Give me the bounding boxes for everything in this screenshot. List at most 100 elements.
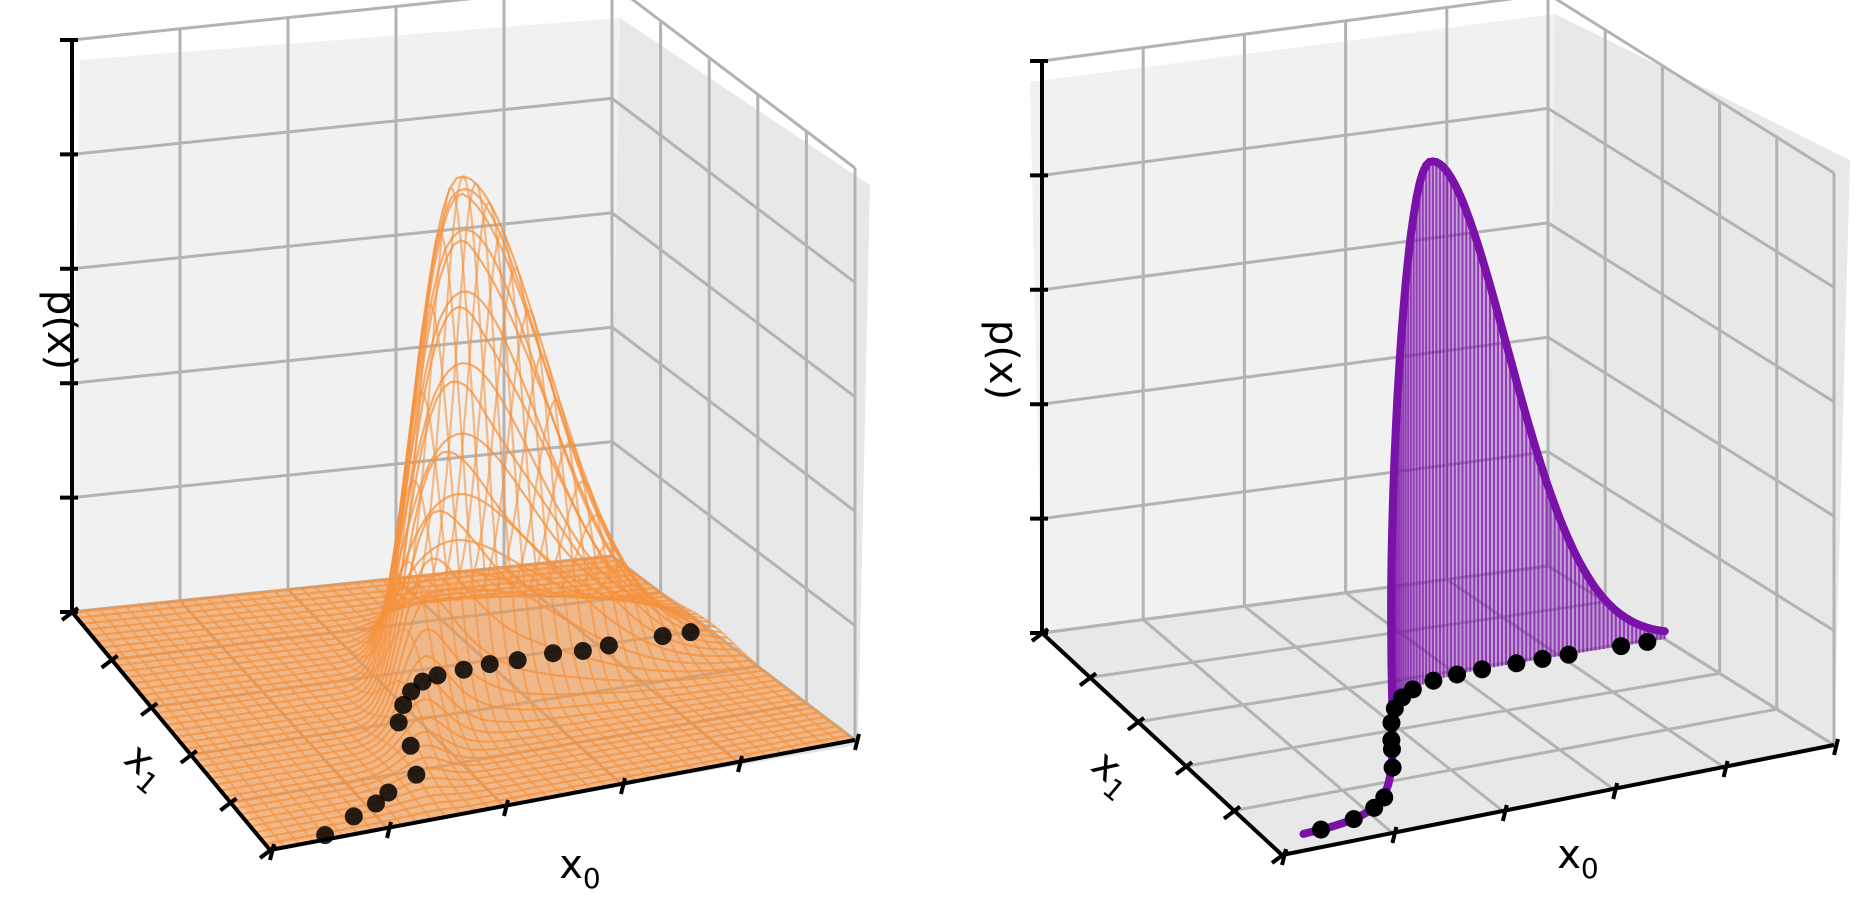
surface-line — [246, 593, 461, 815]
surface-plot-panel: p(x) x1 x0 — [38, 0, 870, 895]
surface-line — [165, 601, 374, 832]
surface-line — [125, 605, 330, 840]
data-point — [366, 794, 385, 813]
x1-tick — [100, 653, 119, 670]
data-point — [413, 672, 432, 691]
grid-line — [1547, 450, 1835, 632]
grid-line — [1243, 605, 1504, 813]
data-point — [1638, 632, 1657, 651]
data-point — [428, 666, 447, 685]
z-axis-label: p(x) — [980, 320, 1026, 400]
x1-tick — [60, 606, 80, 622]
x0-axis-line — [269, 738, 856, 852]
x0-tick — [619, 777, 627, 795]
data-point — [1403, 680, 1422, 699]
surface-line — [543, 562, 783, 755]
data-point — [1473, 660, 1492, 679]
surface-line — [260, 591, 476, 813]
surface-line — [206, 597, 418, 823]
surface-line — [422, 267, 652, 780]
x1-axis-line — [70, 610, 272, 852]
data-point — [1533, 649, 1552, 668]
surface-line — [584, 557, 827, 747]
surface-line — [314, 390, 535, 802]
grid-line — [1041, 0, 1515, 63]
surface-line — [98, 608, 301, 846]
surface-line — [179, 600, 388, 829]
data-point — [389, 713, 408, 732]
surface-line — [381, 182, 608, 788]
grid-line — [1142, 618, 1394, 835]
data-point — [1375, 788, 1394, 807]
x1-tick — [1078, 671, 1098, 688]
x0-tick — [385, 821, 393, 839]
data-point — [1383, 758, 1402, 777]
data-point — [1559, 645, 1578, 664]
grid-line — [1041, 221, 1549, 292]
x1-axis-line — [1040, 631, 1284, 857]
surface-line — [408, 229, 637, 783]
surface-line — [368, 174, 593, 791]
x1-tick — [1174, 760, 1194, 776]
data-point — [1382, 713, 1401, 732]
x0-tick — [1500, 804, 1509, 822]
x0-tick — [853, 733, 861, 751]
x1-tick — [1030, 627, 1050, 643]
surface-line — [219, 595, 432, 820]
data-point — [1312, 820, 1331, 839]
back-pane — [70, 18, 620, 610]
x1-tick — [219, 796, 238, 813]
grid-line — [611, 97, 856, 284]
y-axis-label: x1 — [1083, 741, 1132, 808]
data-point — [599, 636, 618, 655]
grid-line — [1547, 335, 1835, 518]
grid-line — [1041, 106, 1549, 177]
x0-tick — [1390, 826, 1399, 844]
surface-line — [597, 556, 842, 744]
x0-tick — [1721, 760, 1730, 778]
surface-line — [611, 555, 856, 741]
y-axis-label: x1 — [111, 734, 177, 801]
grid-line — [1547, 221, 1835, 404]
surface-line — [233, 594, 447, 817]
svg-text:x1: x1 — [111, 734, 177, 801]
data-point — [379, 783, 398, 802]
grid-line — [71, 96, 613, 156]
surface-line — [152, 602, 359, 835]
surface-line — [138, 604, 344, 837]
surface-line — [84, 609, 286, 848]
z-axis-label: p(x) — [38, 290, 84, 370]
grid-line — [1041, 564, 1549, 635]
data-points — [1312, 632, 1657, 839]
data-point — [1447, 665, 1466, 684]
grid-line — [1185, 671, 1720, 768]
grid-line — [611, 211, 856, 398]
x1-tick — [1126, 716, 1146, 732]
grid-line — [1089, 600, 1606, 679]
side-pane — [1548, 14, 1850, 745]
grid-line — [71, 211, 613, 271]
data-point — [1612, 637, 1631, 656]
grid-line — [1554, 0, 1835, 175]
data-point — [1344, 810, 1363, 829]
grid-line — [71, 0, 473, 42]
surface-line — [273, 590, 491, 810]
x0-tick — [1611, 782, 1620, 800]
grid-line — [1233, 707, 1778, 813]
data-point — [508, 651, 527, 670]
surface-line — [530, 563, 768, 758]
surface-line — [395, 200, 622, 785]
x0-tick — [1832, 738, 1840, 756]
axes — [1030, 59, 1840, 866]
data-point — [544, 644, 563, 663]
grid-line — [71, 325, 613, 385]
data-point — [1382, 730, 1401, 749]
grid-line — [1445, 578, 1725, 769]
data-point — [1424, 671, 1443, 690]
x-axis-label: x0 — [1557, 832, 1599, 885]
surface-line — [341, 232, 564, 796]
grid-line — [1041, 450, 1549, 521]
data-point — [401, 736, 420, 755]
grid-line — [611, 326, 856, 513]
